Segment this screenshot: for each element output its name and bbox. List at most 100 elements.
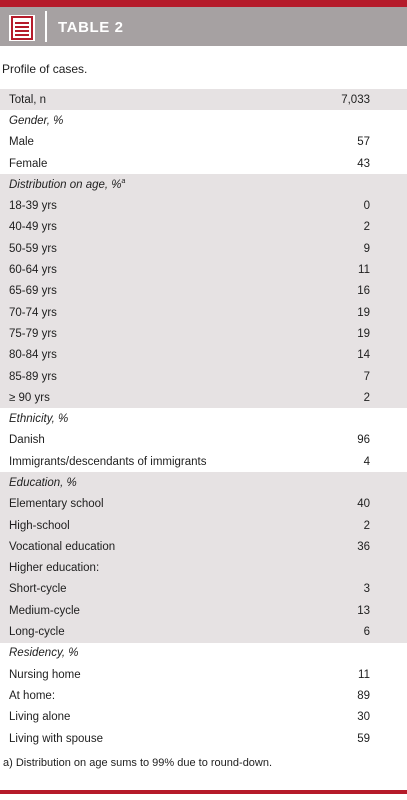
table-row: 40-49 yrs 2 — [0, 216, 407, 239]
table-title: TABLE 2 — [58, 19, 124, 36]
row-label-text: Female — [9, 157, 48, 170]
table-row: 18-39 yrs 0 — [0, 195, 407, 217]
row-value: 3 — [363, 583, 370, 596]
row-value: 36 — [357, 540, 370, 553]
row-label: 80-84 yrs — [9, 349, 57, 361]
row-label: Education, % — [9, 477, 77, 489]
row-label-text: Ethnicity, % — [9, 413, 69, 426]
row-label-text: 70-74 yrs — [9, 306, 57, 319]
row-value: 2 — [363, 391, 370, 404]
row-label-text: Long-cycle — [9, 626, 65, 639]
row-label: 50-59 yrs — [9, 243, 57, 255]
row-label: Total, n — [9, 94, 46, 106]
row-label: 60-64 yrs — [9, 264, 57, 276]
table-row: 50-59 yrs 9 — [0, 238, 407, 260]
row-label: Male — [9, 136, 34, 148]
row-label: At home: — [9, 690, 55, 702]
row-label: Vocational education — [9, 541, 115, 553]
row-label: Elementary school — [9, 498, 104, 510]
row-label: Gender, % — [9, 115, 63, 127]
table-row: Immigrants/descendants of immigrants 4 — [0, 451, 407, 473]
row-value: 40 — [357, 498, 370, 511]
row-label-text: Short-cycle — [9, 583, 67, 596]
table-row: Living alone 30 — [0, 706, 407, 728]
row-value: 43 — [357, 157, 370, 170]
row-label-text: 60-64 yrs — [9, 264, 57, 277]
table-row: 85-89 yrs 7 — [0, 365, 407, 388]
row-label: 75-79 yrs — [9, 328, 57, 340]
row-label-text: Danish — [9, 434, 45, 447]
row-value: 2 — [363, 519, 370, 532]
row-label-text: ≥ 90 yrs — [9, 391, 50, 404]
table-footnote: a) Distribution on age sums to 99% due t… — [3, 757, 273, 769]
row-label: Long-cycle — [9, 626, 65, 638]
row-label: Living alone — [9, 711, 70, 723]
row-value: 13 — [357, 604, 370, 617]
row-value: 4 — [363, 455, 370, 468]
row-label: High-school — [9, 520, 70, 532]
row-label: Medium-cycle — [9, 605, 80, 617]
table-row: 80-84 yrs 14 — [0, 344, 407, 366]
table-row: 70-74 yrs 19 — [0, 301, 407, 324]
row-label: 85-89 yrs — [9, 371, 57, 383]
row-label-text: Medium-cycle — [9, 604, 80, 617]
table-row: Distribution on age, %a — [0, 174, 407, 196]
table-row: Education, % — [0, 472, 407, 494]
row-value: 89 — [357, 689, 370, 702]
table-row: Gender, % — [0, 110, 407, 132]
table-row: 60-64 yrs 11 — [0, 259, 407, 281]
table-row: Higher education: — [0, 557, 407, 579]
row-label-text: Education, % — [9, 476, 77, 489]
row-label: Danish — [9, 434, 45, 446]
table-row: Ethnicity, % — [0, 408, 407, 430]
row-value: 16 — [357, 285, 370, 298]
row-label: 70-74 yrs — [9, 307, 57, 319]
row-label: 65-69 yrs — [9, 285, 57, 297]
row-label: Female — [9, 158, 47, 170]
row-label: 18-39 yrs — [9, 200, 57, 212]
table-row: Male 57 — [0, 131, 407, 153]
row-label-text: Nursing home — [9, 668, 81, 681]
table-row: 75-79 yrs 19 — [0, 323, 407, 345]
table-row: Living with spouse 59 — [0, 727, 407, 750]
table-row: Short-cycle 3 — [0, 578, 407, 601]
table-row: Vocational education 36 — [0, 536, 407, 558]
table-row: Long-cycle 6 — [0, 621, 407, 643]
bottom-rule — [0, 790, 407, 794]
profile-table: Total, n 7,033 Gender, % Male 57 Female 43 Dist… — [0, 89, 407, 750]
table-row: High-school 2 — [0, 514, 407, 537]
row-value: 96 — [357, 434, 370, 447]
row-label-text: Vocational education — [9, 540, 116, 553]
table-header-bar: TABLE 2 — [0, 0, 407, 46]
row-label-text: Residency, % — [9, 647, 79, 660]
row-value: 59 — [357, 732, 370, 745]
row-label-text: Gender, % — [9, 114, 64, 127]
row-label-text: At home: — [9, 689, 56, 702]
row-label: Residency, % — [9, 647, 78, 659]
row-value: 0 — [363, 200, 370, 213]
row-label-text: Elementary school — [9, 498, 104, 511]
row-label-text: 80-84 yrs — [9, 349, 57, 362]
table-row: Total, n 7,033 — [0, 89, 407, 111]
row-label: Immigrants/descendants of immigrants — [9, 456, 207, 468]
row-label-text: 18-39 yrs — [9, 200, 57, 213]
row-label-text: 40-49 yrs — [9, 221, 57, 234]
table-row: Residency, % — [0, 642, 407, 665]
row-value: 7,033 — [341, 93, 370, 106]
row-label-text: 50-59 yrs — [9, 242, 57, 255]
row-label-text: 85-89 yrs — [9, 370, 57, 383]
row-value: 19 — [357, 306, 370, 319]
row-label-text: Living with spouse — [9, 732, 103, 745]
row-value: 2 — [363, 221, 370, 234]
table-row: Elementary school 40 — [0, 493, 407, 515]
row-value: 57 — [357, 136, 370, 149]
row-label-text: Immigrants/descendants of immigrants — [9, 455, 207, 468]
document-list-icon — [9, 15, 35, 41]
row-value: 30 — [357, 711, 370, 724]
table-row: 65-69 yrs 16 — [0, 280, 407, 302]
table-row: Nursing home 11 — [0, 664, 407, 686]
row-value: 9 — [363, 242, 370, 255]
row-label-text: 75-79 yrs — [9, 327, 57, 340]
row-value: 19 — [357, 327, 370, 340]
footnote-marker: a — [121, 178, 126, 185]
